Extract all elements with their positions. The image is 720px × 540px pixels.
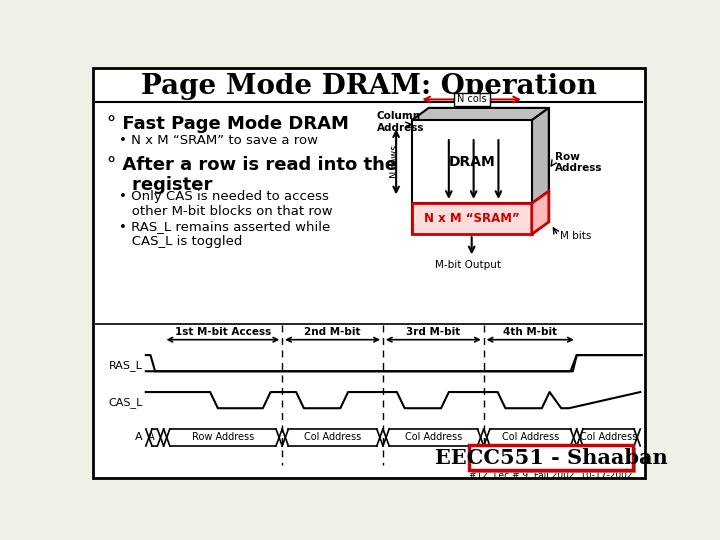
- Text: N cols: N cols: [457, 94, 487, 104]
- Text: ° After a row is read into the
    register: ° After a row is read into the register: [107, 156, 397, 194]
- Polygon shape: [412, 108, 549, 120]
- Polygon shape: [532, 108, 549, 234]
- Text: 3rd M-bit: 3rd M-bit: [406, 327, 461, 336]
- Text: Col Address: Col Address: [580, 433, 637, 442]
- Text: M bits: M bits: [559, 231, 591, 241]
- Text: M-bit Output: M-bit Output: [435, 260, 501, 269]
- Text: • Only CAS is needed to access
   other M-bit blocks on that row: • Only CAS is needed to access other M-b…: [120, 190, 333, 218]
- Text: Col Address: Col Address: [304, 433, 361, 442]
- Text: ° Fast Page Mode DRAM: ° Fast Page Mode DRAM: [107, 115, 349, 133]
- Text: EECC551 - Shaaban: EECC551 - Shaaban: [435, 448, 667, 468]
- Text: #12  Lec # 9  Fall 2002  10-17-2002: #12 Lec # 9 Fall 2002 10-17-2002: [469, 471, 633, 481]
- Text: 4th M-bit: 4th M-bit: [503, 327, 557, 336]
- Text: • RAS_L remains asserted while
   CAS_L is toggled: • RAS_L remains asserted while CAS_L is …: [120, 220, 330, 248]
- Text: Column
Address: Column Address: [377, 111, 424, 133]
- Text: N x M “SRAM”: N x M “SRAM”: [424, 212, 520, 225]
- Text: RAS_L: RAS_L: [109, 360, 143, 370]
- FancyBboxPatch shape: [472, 448, 636, 473]
- FancyBboxPatch shape: [454, 93, 490, 106]
- Polygon shape: [532, 191, 549, 234]
- FancyBboxPatch shape: [93, 68, 645, 477]
- Text: A: A: [148, 433, 155, 442]
- Text: Row Address: Row Address: [192, 433, 254, 442]
- Text: Page Mode DRAM: Operation: Page Mode DRAM: Operation: [141, 73, 597, 100]
- Text: 1st M-bit Access: 1st M-bit Access: [175, 327, 271, 336]
- FancyBboxPatch shape: [469, 445, 634, 470]
- Text: • N x M “SRAM” to save a row: • N x M “SRAM” to save a row: [120, 134, 318, 147]
- Text: A: A: [135, 433, 143, 442]
- Text: Col Address: Col Address: [502, 433, 559, 442]
- Text: N rows: N rows: [390, 145, 400, 178]
- Bar: [412, 204, 532, 234]
- Text: Row
Address: Row Address: [555, 152, 603, 173]
- Text: 2nd M-bit: 2nd M-bit: [305, 327, 361, 336]
- Bar: [412, 120, 532, 234]
- Text: DRAM: DRAM: [449, 155, 495, 169]
- Text: Col Address: Col Address: [405, 433, 462, 442]
- Bar: [428, 108, 549, 222]
- Text: CAS_L: CAS_L: [108, 396, 143, 408]
